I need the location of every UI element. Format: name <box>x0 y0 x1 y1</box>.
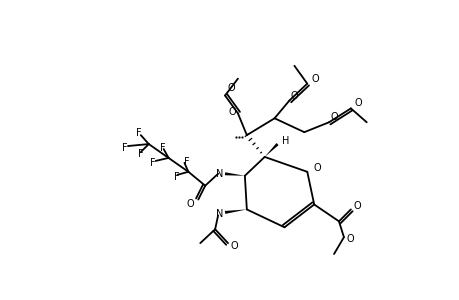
Text: O: O <box>290 91 297 100</box>
Text: H: H <box>281 136 289 146</box>
Text: O: O <box>313 163 320 173</box>
Text: F: F <box>159 143 165 153</box>
Polygon shape <box>264 143 278 157</box>
Text: O: O <box>330 112 337 122</box>
Polygon shape <box>224 172 244 176</box>
Text: O: O <box>230 241 237 251</box>
Text: F: F <box>174 172 179 182</box>
Polygon shape <box>224 209 246 214</box>
Text: O: O <box>186 200 194 209</box>
Text: O: O <box>354 98 362 108</box>
Text: F: F <box>138 149 143 159</box>
Text: N: N <box>216 209 223 219</box>
Text: F: F <box>136 128 141 138</box>
Text: O: O <box>345 234 353 244</box>
Text: O: O <box>311 74 319 84</box>
Text: O: O <box>228 107 235 117</box>
Text: O: O <box>352 202 360 212</box>
Text: F: F <box>122 143 128 153</box>
Text: O: O <box>227 82 234 93</box>
Text: F: F <box>150 158 155 168</box>
Text: N: N <box>216 169 223 179</box>
Text: F: F <box>183 157 189 167</box>
